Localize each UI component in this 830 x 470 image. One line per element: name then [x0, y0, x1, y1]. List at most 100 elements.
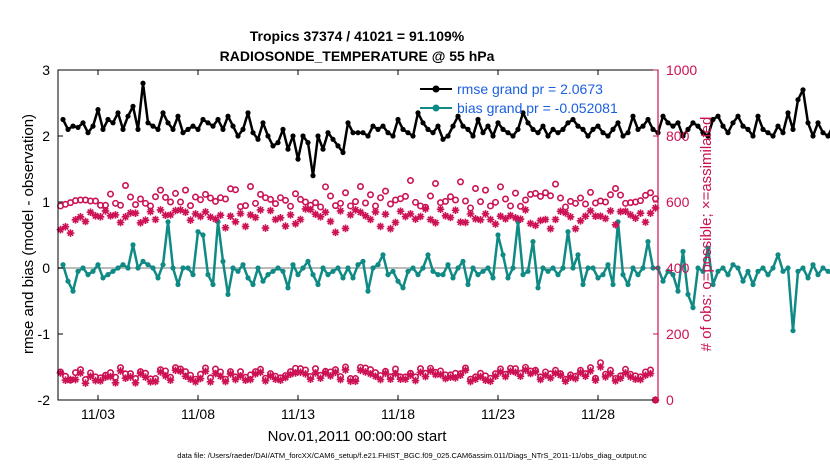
data-point-obs_assimilated_low — [521, 366, 530, 374]
data-point-rmse — [230, 123, 236, 129]
data-point-bias — [670, 272, 676, 278]
data-point-obs_assimilated_low — [576, 368, 585, 377]
data-point-obs_assimilated — [611, 220, 620, 229]
data-point-obs_assimilated_low — [366, 370, 375, 378]
data-point-rmse — [740, 123, 746, 129]
data-point-rmse — [645, 116, 651, 123]
data-point-rmse — [610, 126, 616, 132]
data-point-rmse — [505, 130, 511, 136]
data-point-obs_assimilated_low — [201, 367, 210, 376]
data-point-bias — [60, 262, 66, 268]
data-point-obs_assimilated_low — [526, 369, 535, 378]
data-point-obs_assimilated_low — [291, 369, 300, 377]
data-point-rmse — [65, 126, 71, 132]
data-point-bias — [815, 272, 821, 278]
data-point-obs_assimilated — [286, 211, 295, 219]
data-point-obs_possible — [271, 200, 279, 208]
data-point-rmse — [475, 116, 481, 123]
data-point-obs_possible — [202, 190, 210, 198]
y-tick-label-left: 3 — [42, 62, 50, 78]
data-point-obs_assimilated_low — [141, 373, 150, 382]
data-point-rmse — [780, 130, 786, 136]
data-point-rmse — [320, 146, 326, 152]
legend-rmse-marker — [432, 85, 440, 93]
data-point-rmse — [275, 140, 281, 146]
x-tick-label: 11/18 — [381, 406, 415, 422]
data-point-rmse — [395, 116, 401, 123]
data-point-obs_assimilated_low — [336, 375, 345, 384]
data-point-obs_assimilated — [86, 208, 95, 217]
data-point-obs_possible — [606, 191, 614, 199]
data-point-obs_assimilated_low — [421, 372, 430, 381]
data-point-rmse — [495, 120, 501, 126]
data-point-obs_possible — [351, 198, 359, 206]
data-point-bias — [100, 275, 106, 281]
data-point-rmse — [770, 133, 776, 139]
data-point-obs_assimilated — [636, 209, 645, 218]
data-point-rmse — [290, 133, 296, 139]
data-point-obs_possible — [491, 198, 499, 206]
data-point-rmse — [455, 113, 461, 119]
data-point-bias — [300, 265, 306, 271]
data-point-bias — [540, 265, 546, 271]
data-point-obs_assimilated — [201, 208, 210, 216]
data-point-obs_assimilated_low — [476, 372, 485, 381]
data-point-bias — [165, 219, 171, 225]
data-point-obs_assimilated_low — [586, 367, 595, 375]
data-point-bias — [690, 305, 696, 311]
x-tick-label: 11/28 — [581, 406, 615, 422]
data-point-bias — [560, 265, 566, 271]
series-rmse — [60, 80, 830, 179]
data-point-obs_assimilated_low — [341, 366, 350, 374]
data-point-bias — [450, 275, 456, 281]
data-point-bias — [530, 239, 536, 245]
data-point-bias — [505, 275, 511, 281]
data-point-obs_assimilated_low — [531, 368, 540, 376]
data-point-obs_assimilated — [161, 211, 170, 219]
data-point-obs_assimilated_low — [356, 366, 365, 375]
data-point-obs_assimilated_low — [566, 373, 575, 382]
data-point-obs_assimilated — [341, 224, 350, 233]
data-point-rmse — [705, 133, 711, 139]
data-point-rmse — [375, 126, 381, 132]
x-tick-label: 11/08 — [181, 406, 215, 422]
data-point-obs_possible — [107, 190, 115, 198]
data-point-obs_assimilated_low — [136, 369, 145, 378]
data-point-rmse — [250, 130, 256, 136]
data-point-obs_assimilated — [391, 218, 400, 227]
data-point-rmse — [100, 126, 106, 132]
data-point-rmse — [105, 116, 111, 123]
data-point-obs_assimilated — [461, 218, 470, 227]
data-point-bias — [745, 268, 751, 274]
data-point-rmse — [660, 113, 666, 119]
data-point-rmse — [80, 120, 86, 126]
data-point-bias — [390, 268, 396, 274]
data-point-rmse — [695, 123, 701, 129]
data-point-bias — [660, 278, 666, 284]
data-point-obs_assimilated — [271, 215, 280, 224]
data-point-rmse — [640, 123, 646, 129]
data-point-bias — [285, 285, 291, 291]
data-point-obs_assimilated_low — [386, 375, 395, 384]
data-point-bias — [715, 268, 721, 274]
data-point-rmse — [345, 120, 351, 126]
data-point-rmse — [310, 173, 316, 179]
data-point-bias — [305, 258, 311, 264]
data-point-bias — [545, 268, 551, 274]
data-point-obs_possible — [406, 177, 414, 185]
data-point-obs_possible — [386, 200, 394, 208]
data-point-obs_assimilated — [226, 212, 235, 220]
data-point-bias — [770, 265, 776, 271]
data-point-obs_assimilated — [346, 211, 355, 219]
data-point-rmse — [670, 123, 676, 129]
data-point-obs_assimilated — [521, 206, 530, 214]
data-point-obs_assimilated_low — [371, 372, 380, 381]
data-point-obs_assimilated_low — [76, 369, 85, 377]
data-point-obs_assimilated — [156, 206, 165, 214]
data-point-obs_assimilated_low — [121, 374, 130, 383]
data-point-rmse — [125, 113, 131, 119]
data-point-rmse — [525, 120, 531, 126]
data-point-obs_assimilated_low — [446, 373, 455, 382]
data-point-rmse — [355, 130, 361, 136]
